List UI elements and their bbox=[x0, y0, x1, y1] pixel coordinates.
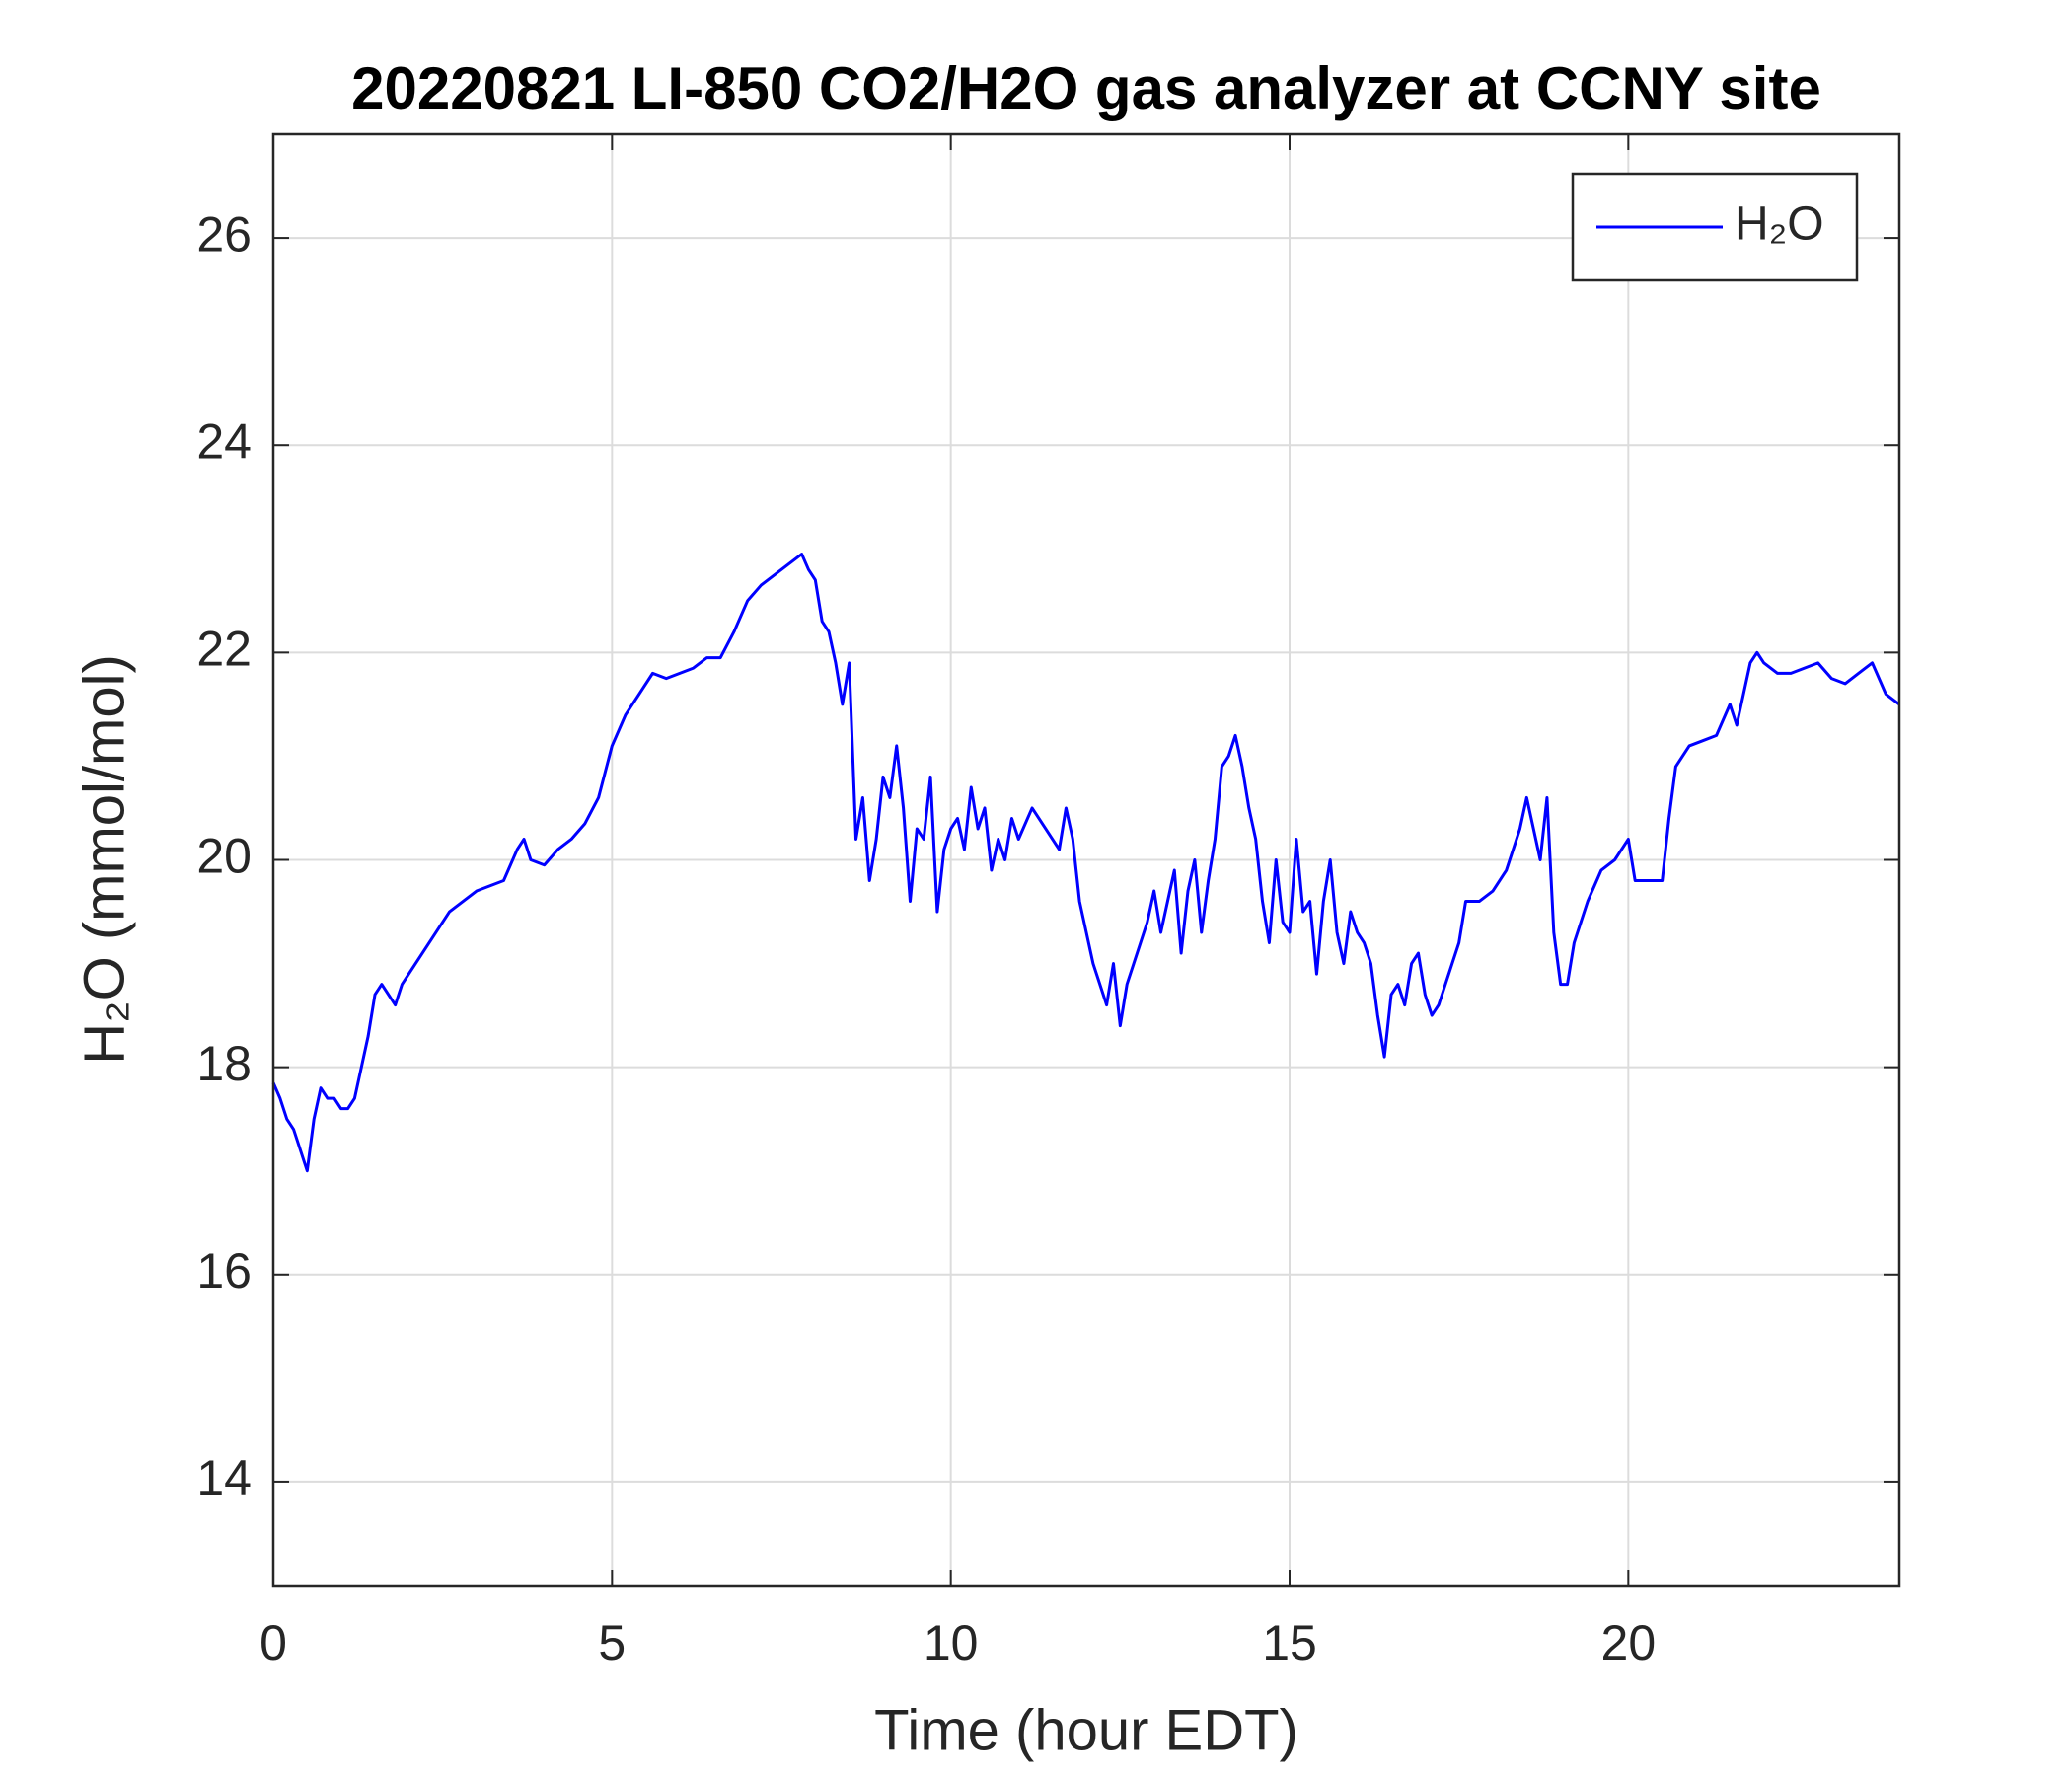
plot-frame bbox=[271, 132, 1901, 1588]
y-axis-label: H₂O (mmol/mol) bbox=[72, 654, 136, 1065]
x-tick-label: 15 bbox=[1262, 1615, 1317, 1670]
data-line bbox=[271, 553, 1900, 1173]
chart-title: 20220821 LI-850 CO2/H2O gas analyzer at … bbox=[351, 55, 1821, 121]
y-tick-label: 22 bbox=[196, 622, 252, 677]
y-tick-label: 24 bbox=[196, 413, 252, 469]
x-tick-label: 5 bbox=[598, 1615, 626, 1670]
x-tick-label: 20 bbox=[1601, 1615, 1657, 1670]
y-tick-label: 18 bbox=[196, 1036, 252, 1091]
x-tick-label: 0 bbox=[259, 1615, 287, 1670]
y-tick-label: 16 bbox=[196, 1243, 252, 1298]
y-tick-label: 14 bbox=[196, 1450, 252, 1506]
legend-label: H₂O bbox=[1735, 198, 1824, 251]
y-tick-label: 26 bbox=[196, 206, 252, 261]
y-tick-label: 20 bbox=[196, 829, 252, 884]
x-axis-label: Time (hour EDT) bbox=[874, 1698, 1298, 1762]
x-tick-label: 10 bbox=[924, 1615, 979, 1670]
